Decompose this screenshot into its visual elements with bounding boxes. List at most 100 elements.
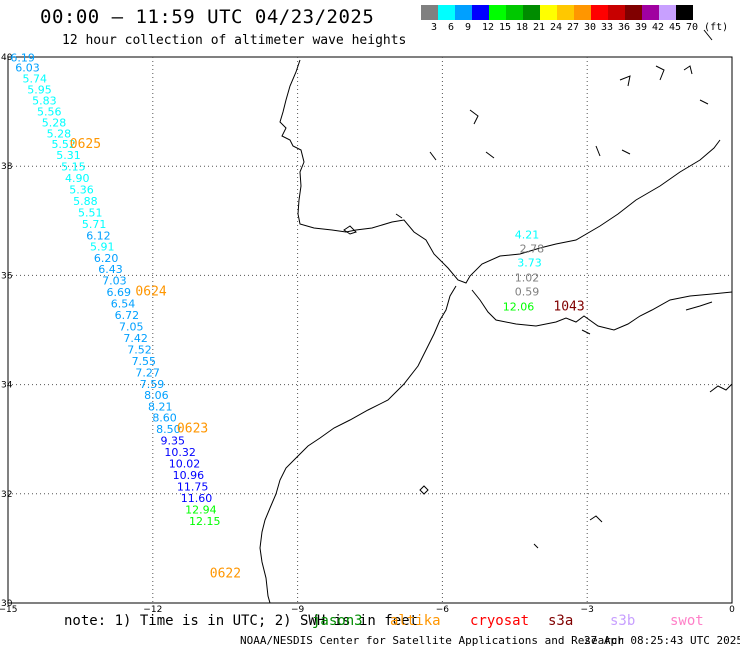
wave-height-label: 7.03 [102, 275, 127, 288]
wave-height-label: 6.12 [86, 229, 111, 242]
legend-label: 9 [465, 22, 472, 33]
coastline [343, 225, 357, 235]
coastline [471, 289, 733, 331]
legend-label: 33 [601, 22, 614, 33]
coastline [395, 213, 403, 219]
lon-tick-label: −9 [291, 605, 305, 615]
wave-height-label: 2.78 [520, 242, 545, 255]
coastline [703, 29, 713, 41]
wave-height-label: 5.28 [42, 116, 67, 129]
wave-height-label: 5.88 [73, 195, 98, 208]
wave-height-label: 5.71 [82, 218, 107, 231]
wave-height-label: 12.15 [189, 515, 221, 528]
legend-label: 21 [533, 22, 546, 33]
wave-height-label: 5.56 [37, 105, 62, 118]
track-time-label: 0623 [177, 422, 208, 437]
legend-label: 15 [499, 22, 512, 33]
lat-tick-label: 34 [1, 381, 13, 391]
wave-height-label: 5.52 [51, 138, 76, 151]
lat-tick-label: 32 [1, 490, 12, 500]
legend-label: 18 [516, 22, 529, 33]
wave-height-label: 8.06 [144, 389, 169, 402]
lat-tick-label: 36 [1, 271, 13, 281]
lat-tick-label: 40 [1, 53, 13, 63]
legend-swatch: 21 [523, 5, 545, 33]
wave-height-label: 11.60 [181, 492, 213, 505]
color-legend: 3 6 9 12 15 18 21 24 27 30 33 36 39 42 45 70 (ft) [421, 5, 728, 33]
coastline [279, 59, 721, 284]
footer-note: note: 1) Time is in UTC; 2) SWH is in fe… [64, 613, 419, 629]
wave-height-label: 6.20 [94, 252, 119, 265]
coastline [621, 149, 631, 155]
wave-height-label: 6.43 [98, 263, 123, 276]
wave-height-label: 4.21 [515, 228, 540, 241]
legend-swatch: 33 [591, 5, 613, 33]
legend-swatch: 70 (ft) [676, 5, 728, 33]
legend-label: 45 [669, 22, 682, 33]
legend-label: 24 [550, 22, 563, 33]
wave-height-label: 6.72 [115, 309, 140, 322]
wave-height-label: 11.75 [177, 481, 209, 494]
lon-tick-label: −15 [0, 605, 18, 615]
legend-swatch: 39 [625, 5, 647, 33]
track-time-label: 1043 [553, 299, 584, 314]
coastline [589, 515, 603, 523]
wave-height-label: 6.19 [10, 51, 35, 64]
map-title: 00:00 – 11:59 UTC 04/23/2025 [40, 6, 375, 28]
satellite-s3b: s3b [610, 613, 636, 629]
coastline [533, 543, 539, 549]
legend-swatch: 12 [472, 5, 494, 33]
legend-swatch: 6 [438, 5, 455, 33]
satellite-cryosat: cryosat [470, 613, 530, 629]
legend-swatch: 42 [642, 5, 664, 33]
timestamp-text: 27 Apr 08:25:43 UTC 2025 [584, 634, 740, 647]
coastline [469, 109, 479, 125]
coastline [619, 75, 631, 87]
wave-height-label: 10.32 [164, 446, 196, 459]
wave-height-label: 5.95 [27, 84, 52, 97]
legend-swatch: 15 [489, 5, 511, 33]
coastline [709, 383, 733, 393]
legend-label: 27 [567, 22, 580, 33]
lon-tick-label: 0 [729, 605, 735, 615]
track-time-label: 0625 [70, 137, 101, 152]
wave-height-label: 7.52 [127, 343, 151, 356]
legend-swatch: 9 [455, 5, 472, 33]
coastline [595, 145, 601, 157]
lon-tick-label: −6 [436, 605, 450, 615]
lon-tick-label: −12 [143, 605, 162, 615]
wave-height-label: 7.27 [135, 366, 160, 379]
wave-height-label: 12.94 [185, 503, 217, 516]
wave-height-label: 3.73 [517, 257, 542, 270]
coastline [485, 151, 495, 159]
wave-height-label: 7.42 [123, 332, 148, 345]
legend-swatch: 18 [506, 5, 528, 33]
wave-height-label: 8.50 [156, 423, 181, 436]
legend-swatch: 3 [421, 5, 438, 33]
wave-height-label: 5.31 [56, 149, 80, 162]
wave-height-label: 6.54 [111, 298, 136, 311]
legend-label: 3 [431, 22, 438, 33]
satellite-swot: swot [670, 613, 704, 629]
legend-swatch: 27 [557, 5, 579, 33]
legend-label: 12 [482, 22, 495, 33]
legend-swatch: 45 [659, 5, 681, 33]
wave-height-label: 7.55 [132, 355, 157, 368]
wave-height-label: 5.91 [90, 240, 115, 253]
lat-tick-label: 30 [1, 599, 13, 609]
satellite-altika: altika [390, 613, 441, 629]
wave-height-label: 8.21 [148, 400, 173, 413]
track-time-label: 0622 [210, 566, 241, 581]
legend-label: 70 (ft) [686, 22, 729, 33]
satellite-s3a: s3a [548, 613, 574, 629]
legend-swatch: 36 [608, 5, 630, 33]
legend-label: 42 [652, 22, 665, 33]
legend-swatch: 30 [574, 5, 596, 33]
satellite-jason3: jason3 [312, 613, 363, 629]
wave-height-label: 5.36 [69, 184, 94, 197]
coastline [655, 65, 665, 81]
wave-height-label: 7.05 [119, 321, 144, 334]
legend-label: 6 [448, 22, 455, 33]
wave-height-label: 5.74 [22, 73, 47, 86]
